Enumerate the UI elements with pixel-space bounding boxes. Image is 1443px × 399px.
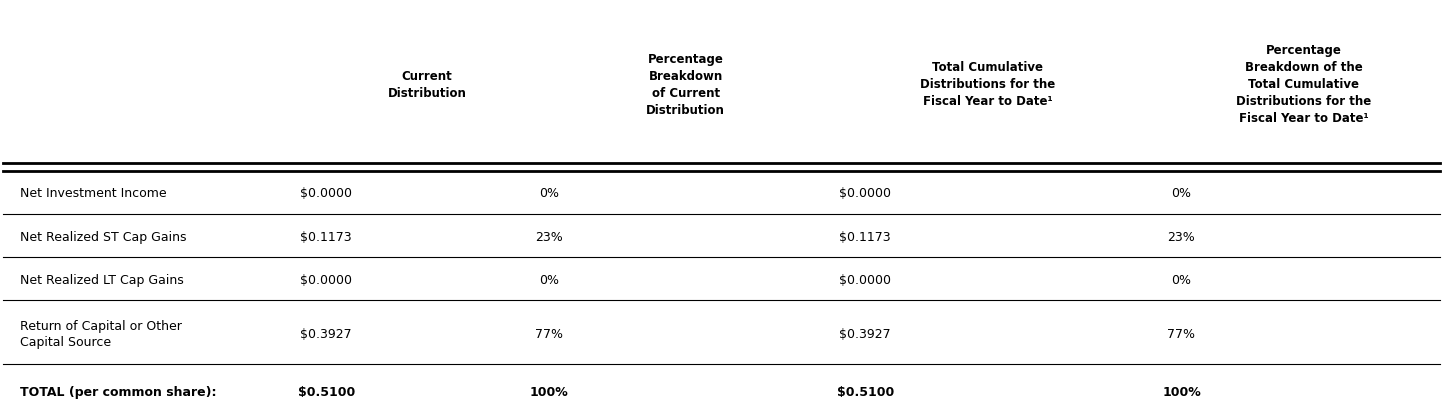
Text: 23%: 23% bbox=[1167, 231, 1195, 244]
Text: Percentage
Breakdown
of Current
Distribution: Percentage Breakdown of Current Distribu… bbox=[646, 53, 724, 117]
Text: Total Cumulative
Distributions for the
Fiscal Year to Date¹: Total Cumulative Distributions for the F… bbox=[919, 61, 1055, 109]
Text: 77%: 77% bbox=[1167, 328, 1195, 342]
Text: $0.3927: $0.3927 bbox=[840, 328, 892, 342]
Text: 0%: 0% bbox=[540, 274, 558, 287]
Text: 0%: 0% bbox=[1172, 274, 1192, 287]
Text: 23%: 23% bbox=[535, 231, 563, 244]
Text: $0.0000: $0.0000 bbox=[300, 274, 352, 287]
Text: 0%: 0% bbox=[1172, 187, 1192, 200]
Text: $0.3927: $0.3927 bbox=[300, 328, 352, 342]
Text: Current
Distribution: Current Distribution bbox=[387, 70, 466, 100]
Text: Net Realized LT Cap Gains: Net Realized LT Cap Gains bbox=[20, 274, 183, 287]
Text: $0.0000: $0.0000 bbox=[300, 187, 352, 200]
Text: Net Realized ST Cap Gains: Net Realized ST Cap Gains bbox=[20, 231, 186, 244]
Text: TOTAL (per common share):: TOTAL (per common share): bbox=[20, 386, 216, 399]
Text: $0.1173: $0.1173 bbox=[300, 231, 352, 244]
Text: 100%: 100% bbox=[1162, 386, 1201, 399]
Text: $0.0000: $0.0000 bbox=[840, 274, 892, 287]
Text: Percentage
Breakdown of the
Total Cumulative
Distributions for the
Fiscal Year t: Percentage Breakdown of the Total Cumula… bbox=[1237, 44, 1371, 125]
Text: $0.0000: $0.0000 bbox=[840, 187, 892, 200]
Text: 100%: 100% bbox=[530, 386, 569, 399]
Text: 0%: 0% bbox=[540, 187, 558, 200]
Text: Return of Capital or Other
Capital Source: Return of Capital or Other Capital Sourc… bbox=[20, 320, 182, 350]
Text: $0.1173: $0.1173 bbox=[840, 231, 892, 244]
Text: $0.5100: $0.5100 bbox=[837, 386, 893, 399]
Text: 77%: 77% bbox=[535, 328, 563, 342]
Text: $0.5100: $0.5100 bbox=[297, 386, 355, 399]
Text: Net Investment Income: Net Investment Income bbox=[20, 187, 166, 200]
